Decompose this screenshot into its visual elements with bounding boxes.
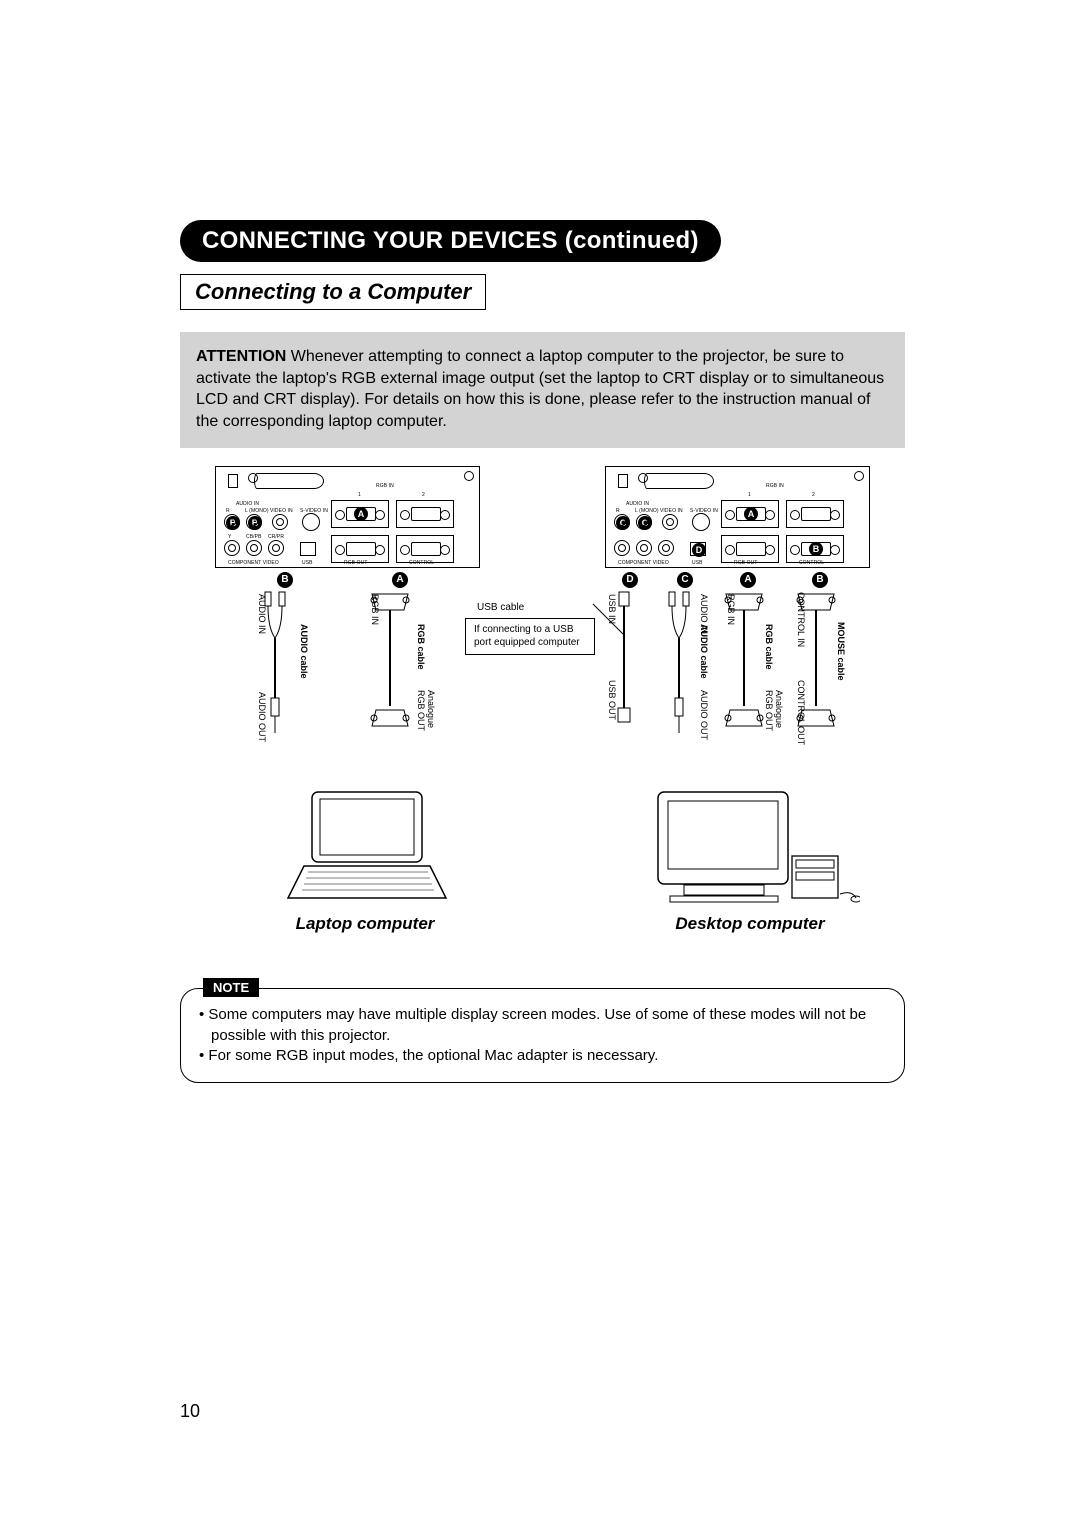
lbl-rgb-out: RGB OUT (344, 560, 367, 566)
page-number: 10 (180, 1401, 200, 1422)
note-item: For some RGB input modes, the optional M… (199, 1046, 886, 1066)
control-cable-icon (790, 588, 842, 758)
projector-panel-row: RGB IN 1 2 A AUDIO IN R L (MONO) VIDEO I… (215, 466, 870, 568)
lbl-rgb-in: RGB IN (376, 483, 394, 489)
cable-desktop-control: B CONTROL IN MOUSE cable CONTROL OUT (790, 572, 850, 772)
desktop-device: Desktop computer (630, 786, 870, 934)
subsection-title: Connecting to a Computer (195, 279, 471, 304)
lbl-usb: USB (302, 560, 313, 566)
usb-cable-note: If connecting to a USB port equipped com… (465, 618, 595, 655)
cable-desktop-usb: D USB IN USB OUT (605, 572, 655, 772)
connection-diagram: RGB IN 1 2 A AUDIO IN R L (MONO) VIDEO I… (215, 466, 870, 934)
note-list: Some computers may have multiple display… (199, 1005, 886, 1066)
cable-desktop-rgb: A RGB IN RGB cable Analogue RGB OUT (718, 572, 778, 772)
laptop-device: Laptop computer (215, 786, 515, 934)
attention-box: ATTENTION Whenever attempting to connect… (180, 332, 905, 448)
lbl-component: COMPONENT VIDEO (228, 560, 279, 566)
audio-cable-icon (655, 588, 705, 758)
projector-panel-right: RGB IN 1 2 A AUDIO IN R L (MONO) VIDEO I… (605, 466, 870, 568)
note-box: NOTE Some computers may have multiple di… (180, 988, 905, 1083)
usb-cable-title: USB cable (477, 602, 524, 613)
lbl-audio-in: AUDIO IN (236, 501, 259, 507)
audio-cable-icon (245, 588, 305, 758)
section-title-pill: CONNECTING YOUR DEVICES (continued) (180, 220, 721, 262)
laptop-icon (280, 786, 450, 906)
desktop-caption: Desktop computer (630, 914, 870, 934)
panel-badge-B2: B (248, 516, 262, 530)
cable-laptop-rgb: A RGB IN RGB cable Analogue RGB OUT (360, 572, 440, 772)
devices-row: Laptop computer Desktop computer (215, 786, 870, 934)
cable-laptop-audio: B AUDIO IN AUDIO cable AUDIO OUT (245, 572, 325, 772)
cable-letter: C (677, 572, 693, 588)
attention-text: Whenever attempting to connect a laptop … (196, 348, 884, 430)
cables-row: USB cable If connecting to a USB port eq… (215, 572, 870, 792)
cable-letter: D (622, 572, 638, 588)
cable-letter: B (812, 572, 828, 588)
attention-label: ATTENTION (196, 348, 286, 365)
lbl-1: 1 (358, 492, 361, 498)
lbl-cb: CB/PB (246, 534, 262, 540)
lbl-control: CONTROL (409, 560, 434, 566)
cable-letter: A (740, 572, 756, 588)
panel-badge-B1: B (226, 516, 240, 530)
cable-letter: B (277, 572, 293, 588)
rgb-cable-icon (360, 588, 420, 758)
cable-letter: A (392, 572, 408, 588)
lbl-y: Y (228, 534, 231, 540)
note-item: Some computers may have multiple display… (199, 1005, 886, 1046)
lbl-cr: CR/PR (268, 534, 284, 540)
subsection-title-box: Connecting to a Computer (180, 274, 486, 310)
usb-note-body: If connecting to a USB port equipped com… (474, 624, 580, 648)
manual-page: CONNECTING YOUR DEVICES (continued) Conn… (0, 0, 1080, 1528)
subsection-wrap: Connecting to a Computer (180, 274, 905, 310)
cable-desktop-audio: C AUDIO IN AUDIO cable AUDIO OUT (655, 572, 715, 772)
lbl-2: 2 (422, 492, 425, 498)
rgb-cable-icon (718, 588, 770, 758)
note-label: NOTE (203, 978, 259, 997)
usb-cable-icon (605, 588, 645, 758)
laptop-caption: Laptop computer (215, 914, 515, 934)
lbl-lmono: L (MONO) (245, 508, 269, 514)
desktop-icon (640, 786, 860, 906)
projector-panel-left: RGB IN 1 2 A AUDIO IN R L (MONO) VIDEO I… (215, 466, 480, 568)
